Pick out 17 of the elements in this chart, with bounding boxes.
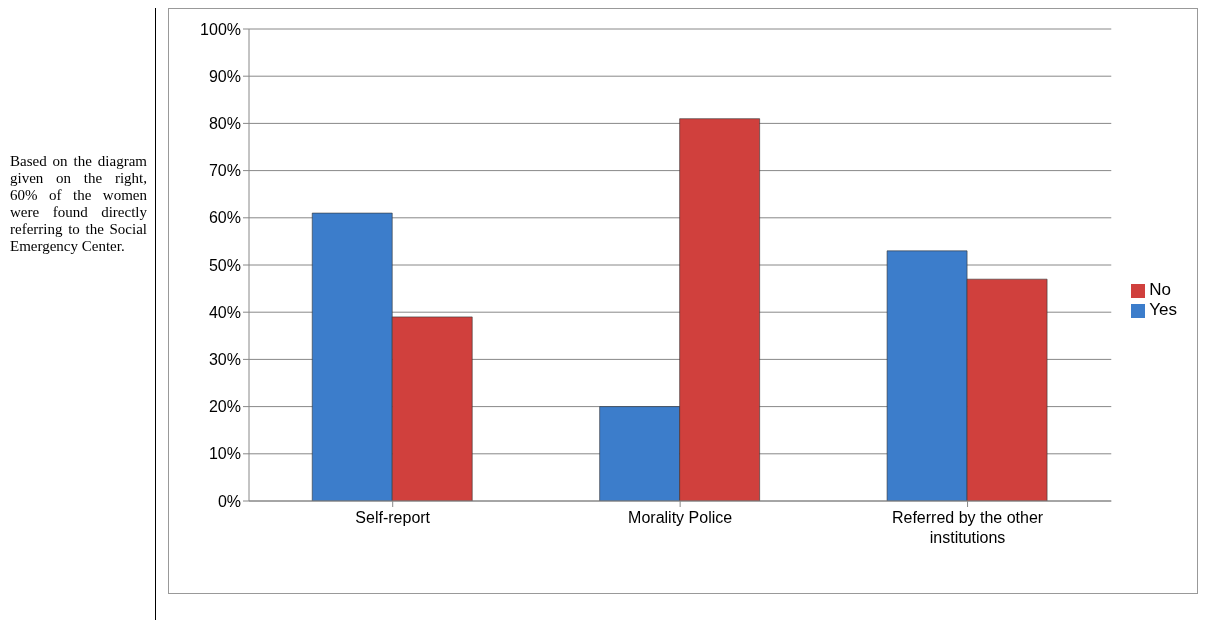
y-tick-label: 50%: [208, 256, 241, 274]
y-tick-label: 20%: [208, 398, 241, 416]
y-tick-label: 60%: [208, 209, 241, 227]
legend-label: Yes: [1149, 300, 1177, 319]
x-tick-label: Morality Police: [628, 509, 733, 526]
y-tick-label: 10%: [208, 445, 241, 463]
legend-label: No: [1149, 280, 1171, 299]
y-tick-label: 30%: [208, 351, 241, 369]
y-tick-label: 100%: [200, 20, 241, 38]
x-tick-label: Self-report: [355, 509, 431, 526]
y-tick-label: 70%: [208, 162, 241, 180]
text: Based on the diagram given on the right, 60% of the women were found directly referring to the Social Emergency Center.: [10, 153, 147, 255]
y-tick-label: 40%: [208, 303, 241, 321]
y-tick-label: 0%: [217, 492, 241, 510]
y-tick-label: 80%: [208, 115, 241, 133]
y-tick-label: 90%: [208, 67, 241, 85]
x-tick-label: Referred by the other institutions: [891, 509, 1044, 546]
